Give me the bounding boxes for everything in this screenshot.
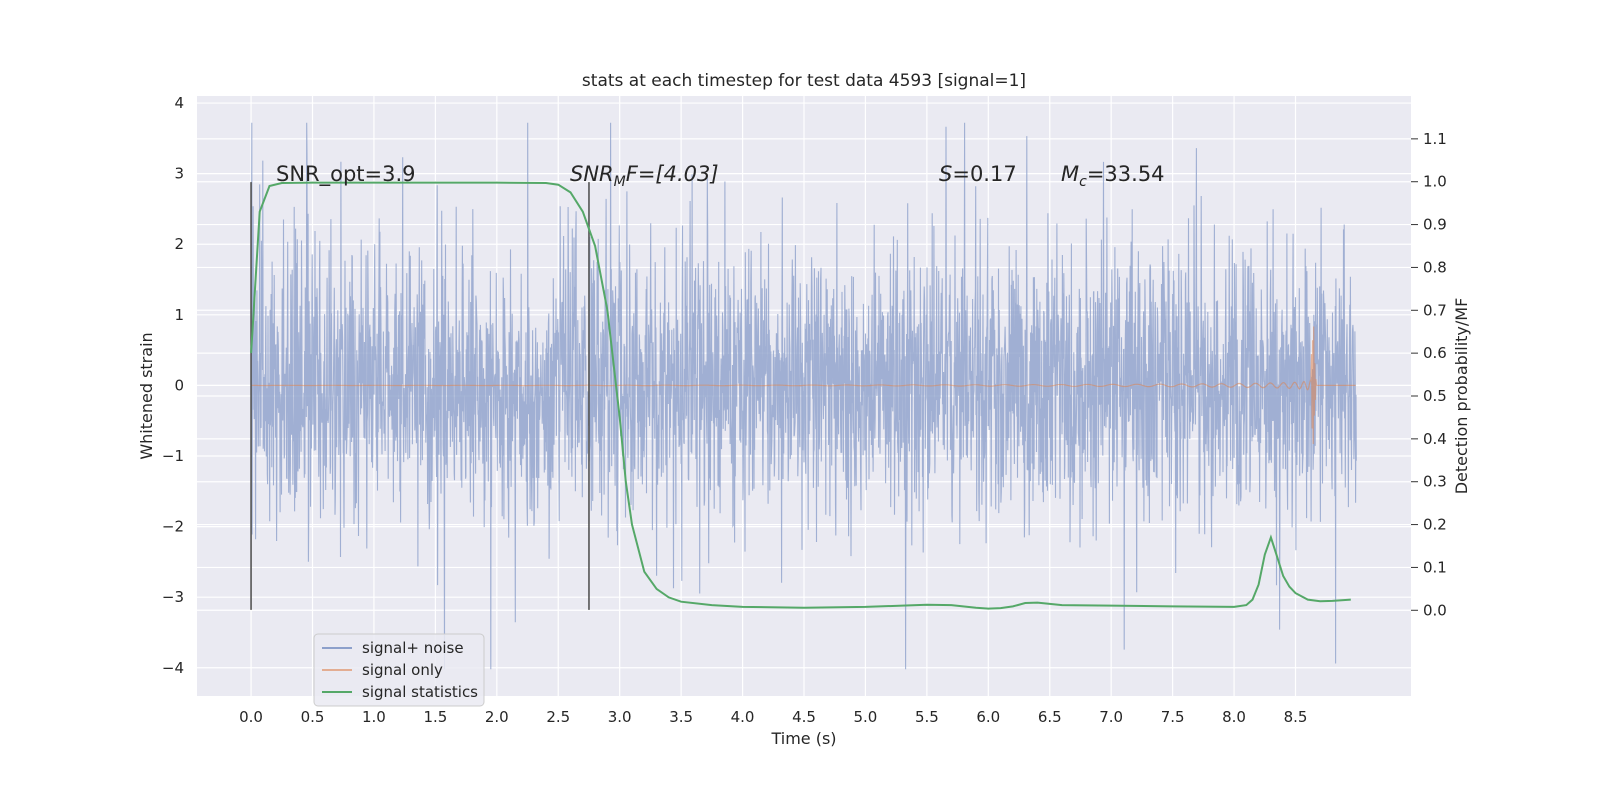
legend-label-stats: signal statistics bbox=[362, 683, 478, 701]
stats-series bbox=[250, 181, 1351, 610]
annotation-snr-mf: SNRMF=[4.03] bbox=[570, 162, 719, 190]
y-tick-label: 1 bbox=[174, 306, 184, 324]
annotation-snr-opt: SNR_opt=3.9 bbox=[276, 162, 416, 187]
annotation-mc: Mc=33.54 bbox=[1061, 162, 1165, 190]
x-tick-label: 2.5 bbox=[546, 708, 570, 726]
annotation-s-val: =0.17 bbox=[952, 162, 1016, 186]
x-tick-label: 2.0 bbox=[485, 708, 509, 726]
x-tick-label: 0.0 bbox=[239, 708, 263, 726]
y2-tick-label: 0.5 bbox=[1423, 387, 1447, 405]
annotation-snr-mf-rest: F=[4.03] bbox=[626, 162, 719, 186]
x-ticks: 0.0 0.5 1.0 1.5 2.0 2.5 3.0 3.5 4.0 4.5 5.0 5.5 6.0 6… bbox=[239, 708, 1307, 726]
x-tick-label: 4.5 bbox=[792, 708, 816, 726]
x-tick-label: 1.5 bbox=[423, 708, 447, 726]
y2-tick-label: 0.9 bbox=[1423, 216, 1447, 234]
y-tick-label: −3 bbox=[162, 588, 184, 606]
annotation-mc-var: M bbox=[1061, 162, 1079, 186]
y-axis-label: Whitened strain bbox=[137, 332, 156, 459]
x-tick-label: 7.5 bbox=[1161, 708, 1185, 726]
y2-tick-label: 0.6 bbox=[1423, 344, 1447, 362]
legend-label-signal: signal only bbox=[362, 661, 443, 679]
x-tick-label: 5.0 bbox=[854, 708, 878, 726]
annotation-s-var: S bbox=[939, 162, 952, 186]
x-tick-label: 4.0 bbox=[731, 708, 755, 726]
y2-ticks: 0.0 0.1 0.2 0.3 0.4 0.5 0.6 0.7 0.8 0.9 1.0 1.1 bbox=[1411, 130, 1447, 619]
x-tick-label: 6.0 bbox=[976, 708, 1000, 726]
y-ticks: −4 −3 −2 −1 0 1 2 3 4 bbox=[162, 94, 184, 677]
x-tick-label: 3.0 bbox=[608, 708, 632, 726]
y2-tick-label: 0.4 bbox=[1423, 430, 1447, 448]
y2-tick-label: 0.0 bbox=[1423, 601, 1447, 619]
annotation-snr-mf-sub: M bbox=[614, 174, 626, 190]
y2-tick-label: 1.1 bbox=[1423, 130, 1447, 148]
x-tick-label: 8.0 bbox=[1222, 708, 1246, 726]
legend-box bbox=[313, 633, 485, 707]
y2-axis-label: Detection probability/MF bbox=[1452, 298, 1471, 495]
annotation-mc-sub: c bbox=[1079, 174, 1087, 190]
annotation-snr-mf-base: SNR bbox=[570, 162, 614, 186]
vlines bbox=[250, 182, 590, 610]
x-tick-label: 1.0 bbox=[362, 708, 386, 726]
noise-line bbox=[250, 122, 1357, 670]
x-tick-label: 0.5 bbox=[301, 708, 325, 726]
annotation-mc-val: =33.54 bbox=[1087, 162, 1165, 186]
x-tick-label: 3.5 bbox=[669, 708, 693, 726]
noise-series bbox=[250, 122, 1357, 670]
stats-line bbox=[250, 181, 1351, 610]
y-tick-label: −1 bbox=[162, 447, 184, 465]
legend-label-noise: signal+ noise bbox=[362, 639, 464, 657]
annotation-s: S=0.17 bbox=[939, 162, 1017, 186]
y-tick-label: 3 bbox=[174, 165, 184, 183]
y-tick-label: 2 bbox=[174, 235, 184, 253]
y2-tick-label: 0.8 bbox=[1423, 258, 1447, 276]
x-tick-label: 7.0 bbox=[1099, 708, 1123, 726]
y-tick-label: 4 bbox=[174, 94, 184, 112]
signal-line bbox=[251, 326, 1356, 445]
x-tick-label: 5.5 bbox=[915, 708, 939, 726]
y2-tick-label: 0.7 bbox=[1423, 301, 1447, 319]
x-axis-label: Time (s) bbox=[770, 729, 836, 748]
legend: signal+ noise signal only signal statist… bbox=[313, 633, 485, 707]
x-tick-label: 8.5 bbox=[1284, 708, 1308, 726]
x-tick-label: 6.5 bbox=[1038, 708, 1062, 726]
y-tick-label: 0 bbox=[174, 376, 184, 394]
chart-title: stats at each timestep for test data 459… bbox=[582, 71, 1026, 91]
y2-tick-label: 0.3 bbox=[1423, 473, 1447, 491]
y2-tick-label: 0.1 bbox=[1423, 558, 1447, 576]
signal-only-series bbox=[251, 326, 1356, 445]
y-tick-label: −4 bbox=[162, 659, 184, 677]
y-tick-label: −2 bbox=[162, 518, 184, 536]
y2-tick-label: 0.2 bbox=[1423, 516, 1447, 534]
y2-tick-label: 1.0 bbox=[1423, 173, 1447, 191]
